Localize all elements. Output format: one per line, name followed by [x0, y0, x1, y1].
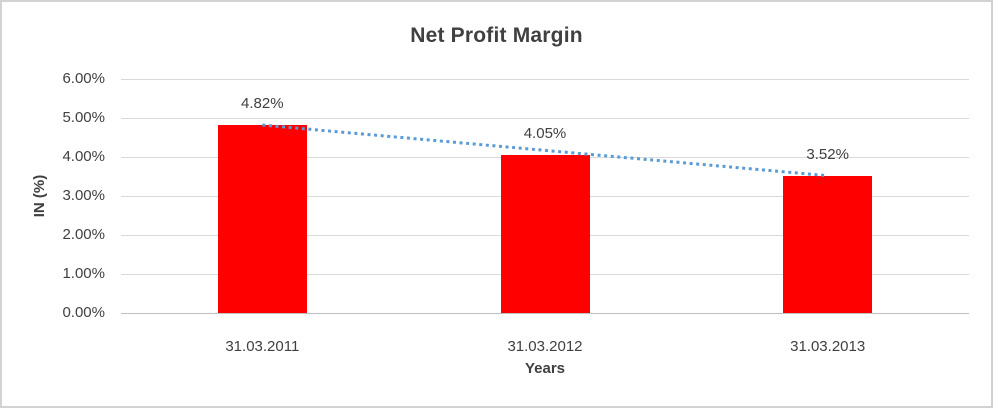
- gridline: [121, 118, 969, 119]
- y-tick-label: 4.00%: [62, 148, 105, 165]
- y-tick-label: 0.00%: [62, 304, 105, 321]
- y-tick-label: 5.00%: [62, 109, 105, 126]
- y-tick-label: 3.00%: [62, 187, 105, 204]
- bar-31.03.2012: [500, 155, 590, 313]
- x-tick-label-31.03.2013: 31.03.2013: [790, 338, 866, 355]
- x-axis-title: Years: [524, 360, 566, 377]
- gridline: [121, 79, 969, 80]
- y-tick-label: 1.00%: [62, 265, 105, 282]
- bar-31.03.2011: [217, 125, 307, 313]
- y-tick-label: 6.00%: [62, 70, 105, 87]
- trendline-segment: [262, 123, 828, 178]
- plot-area: 4.82% 4.05% 3.52%: [121, 79, 969, 314]
- data-label-31.03.2013: 3.52%: [806, 145, 849, 163]
- x-tick-label-31.03.2011: 31.03.2011: [225, 338, 300, 355]
- chart-title: Net Profit Margin: [410, 24, 583, 47]
- data-label-31.03.2012: 4.05%: [523, 125, 567, 143]
- trendline: [262, 123, 828, 178]
- x-tick-label-31.03.2012: 31.03.2012: [507, 338, 583, 355]
- y-tick-label: 2.00%: [62, 226, 105, 243]
- bar-31.03.2013: [783, 175, 873, 313]
- data-label-31.03.2011: 4.82%: [241, 95, 284, 113]
- x-axis-line: [121, 313, 969, 314]
